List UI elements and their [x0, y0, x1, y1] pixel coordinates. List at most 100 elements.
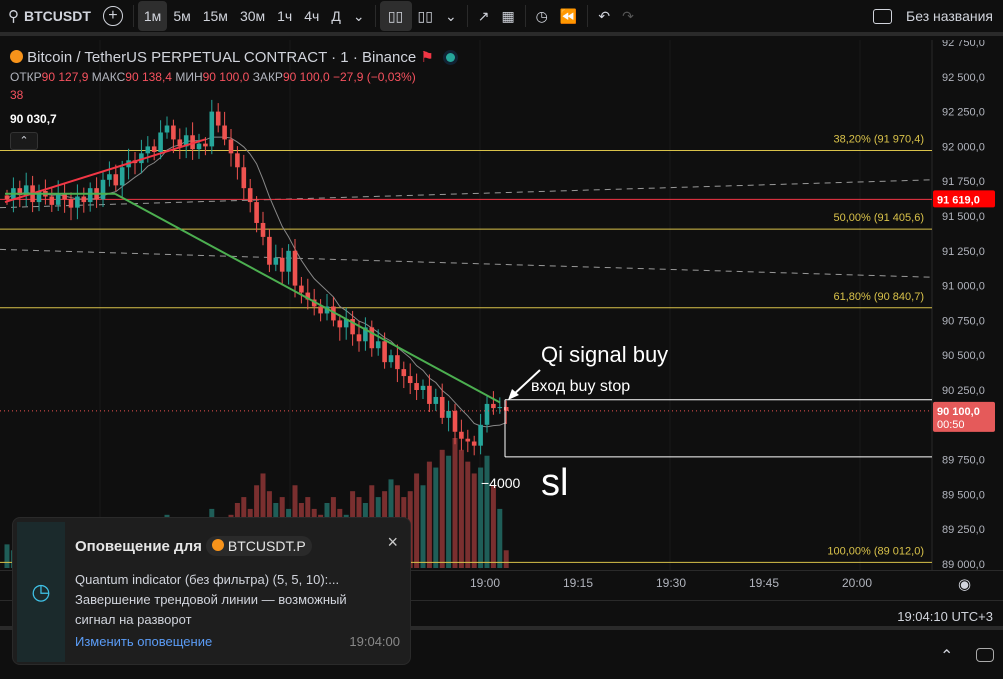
- interval-4[interactable]: 1ч: [277, 8, 293, 24]
- interval-3[interactable]: 30м: [239, 8, 266, 24]
- symbol-search[interactable]: ⚲ BTCUSDT: [8, 8, 91, 25]
- candle-body: [388, 355, 394, 363]
- undo-icon: ↶: [598, 7, 611, 24]
- volume-bar: [452, 438, 458, 568]
- volume-bar: [4, 544, 10, 568]
- interval-0[interactable]: 1м: [137, 1, 168, 31]
- candle-body: [331, 306, 336, 321]
- candles-chart-type-button[interactable]: ▯▯: [379, 1, 412, 31]
- compare-add-button[interactable]: +: [97, 1, 129, 31]
- indicators-button[interactable]: ↗: [472, 1, 496, 31]
- layout-name-button[interactable]: Без названия: [867, 1, 1003, 31]
- interval-5[interactable]: 4ч: [304, 8, 320, 24]
- candle-body: [433, 396, 439, 404]
- sl-annotation[interactable]: sl: [541, 462, 569, 504]
- signal-annotation[interactable]: Qi signal buy: [541, 342, 669, 367]
- time-label: 19:30: [656, 576, 687, 590]
- symbol-title: Bitcoin / TetherUS PERPETUAL CONTRACT · …: [27, 49, 417, 66]
- edit-alert-link[interactable]: Изменить оповещение: [75, 634, 213, 649]
- time-label: 19:00: [470, 576, 501, 590]
- settings-icon: ◉: [958, 576, 972, 593]
- candle-body: [279, 257, 285, 272]
- interval-2[interactable]: 15м: [202, 8, 228, 24]
- alert-button[interactable]: ◷: [530, 1, 554, 31]
- close-icon[interactable]: ×: [387, 532, 398, 552]
- candle-body: [62, 193, 67, 200]
- candle-body: [196, 143, 202, 150]
- dashed-channel-line: [0, 248, 933, 278]
- clock[interactable]: 19:04:10 UTC+3: [897, 609, 993, 624]
- volume-bar: [414, 473, 420, 568]
- candle-body: [222, 125, 227, 140]
- candle-body: [478, 424, 483, 446]
- bars-chart-type-button[interactable]: ▯▯: [412, 1, 439, 31]
- price-label: 89 000,0: [942, 559, 985, 570]
- redo-button[interactable]: ↷: [616, 1, 640, 31]
- candle-body: [49, 196, 55, 205]
- volume-bar: [490, 485, 496, 568]
- candle-body: [215, 111, 221, 126]
- candle-body: [465, 438, 471, 442]
- candle-body: [439, 396, 445, 418]
- risk-annotation[interactable]: −4000: [481, 475, 521, 491]
- candle-body: [497, 406, 503, 409]
- candle-body: [100, 179, 106, 200]
- layouts-button[interactable]: ▦: [495, 1, 520, 31]
- undo-button[interactable]: ↶: [592, 1, 616, 31]
- candle-body: [119, 167, 125, 186]
- candle-body: [286, 250, 291, 272]
- chevron-down-icon: ⌄: [444, 7, 457, 24]
- candle-body: [407, 376, 413, 384]
- trendline-red: [4, 138, 206, 204]
- chart-pane[interactable]: 92 750,0 92 500,0 92 250,0 92 000,0 91 750,0…: [0, 37, 1003, 571]
- time-label: 19:15: [563, 576, 594, 590]
- volume-bar: [465, 461, 471, 568]
- candle-body: [241, 167, 247, 189]
- notification-title: Оповещение для BTCUSDT.P: [75, 536, 312, 556]
- interval-1[interactable]: 5м: [173, 8, 191, 24]
- maximize-button[interactable]: [976, 648, 994, 662]
- dashed-channel-line: [0, 179, 933, 209]
- fib-level-label: 38,20% (91 970,4): [833, 134, 924, 146]
- level-price-tag: [933, 190, 995, 208]
- chart-legend: Bitcoin / TetherUS PERPETUAL CONTRACT · …: [10, 48, 455, 150]
- volume-bar: [471, 473, 477, 568]
- volume-bar: [503, 550, 509, 568]
- trendline-green: [114, 192, 501, 404]
- price-chart[interactable]: 92 750,0 92 500,0 92 250,0 92 000,0 91 750,0…: [0, 37, 1003, 571]
- volume-bar: [478, 467, 484, 568]
- candle-body: [395, 355, 400, 370]
- top-toolbar: ⚲ BTCUSDT + 1м 5м 15м 30м 1ч 4ч Д ⌄ ▯▯ ▯▯ ⌄ ↗ ▦…: [0, 0, 1003, 36]
- flag-icon[interactable]: ⚑: [420, 49, 434, 66]
- interval-6[interactable]: Д: [331, 8, 341, 24]
- price-label: 92 500,0: [942, 72, 985, 84]
- candle-body: [452, 410, 458, 432]
- axis-settings-button[interactable]: ◉: [958, 575, 971, 593]
- interval-dropdown[interactable]: ⌄: [347, 1, 371, 31]
- bottom-panel: ⌃: [0, 634, 1003, 679]
- candle-body: [139, 153, 144, 164]
- candle-body: [337, 320, 343, 328]
- volume-bar: [439, 449, 445, 568]
- volume-value: 38: [10, 88, 24, 102]
- candle-body: [401, 369, 407, 377]
- price-label: 92 250,0: [942, 107, 985, 119]
- volume-bar: [426, 461, 432, 568]
- candle-body: [81, 196, 87, 203]
- chart-type-dropdown[interactable]: ⌄: [439, 1, 463, 31]
- candle-body: [228, 139, 234, 154]
- candle-body: [382, 341, 387, 363]
- collapse-panel-button[interactable]: ⌃: [940, 646, 953, 666]
- grid-icon: ▦: [501, 7, 515, 24]
- collapse-legend-button[interactable]: ⌃: [10, 132, 38, 150]
- ohlc-values: ОТКР90 127,9 МАКС90 138,4 МИН90 100,0 ЗА…: [10, 70, 416, 84]
- entry-annotation[interactable]: вход buy stop: [531, 378, 631, 395]
- level-price-label: 91 619,0: [937, 194, 980, 206]
- time-axis[interactable]: 19:00 19:15 19:30 19:45 20:00 ◉: [0, 570, 1003, 598]
- price-label: 90 500,0: [942, 350, 985, 362]
- candle-body: [55, 193, 61, 205]
- volume-bar: [458, 449, 464, 568]
- candle-body: [164, 125, 170, 133]
- symbol-chip[interactable]: BTCUSDT.P: [206, 536, 312, 556]
- replay-button[interactable]: ⏪: [554, 1, 583, 31]
